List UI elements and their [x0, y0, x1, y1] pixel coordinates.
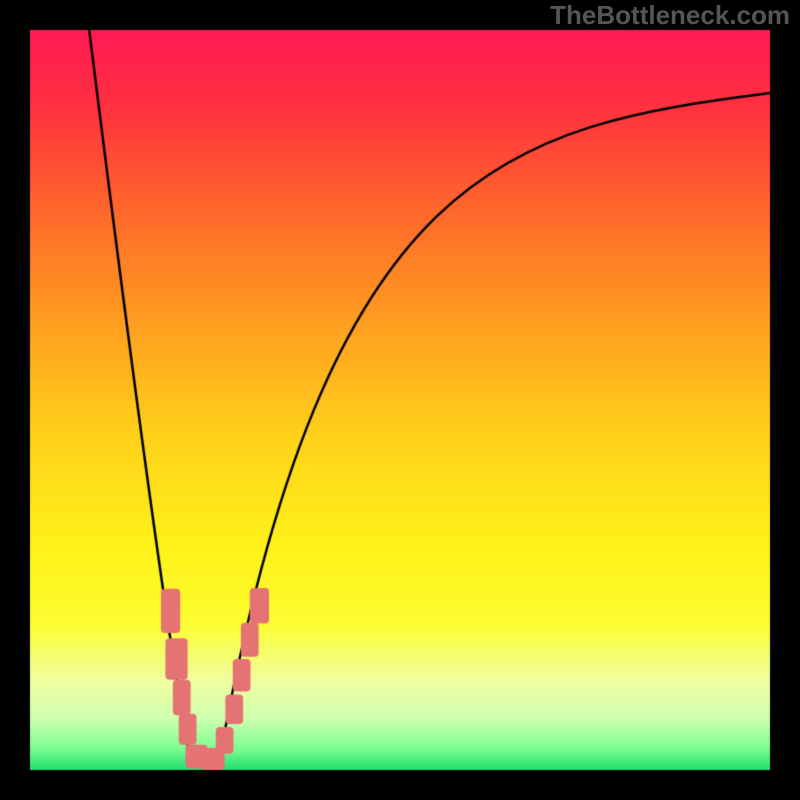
watermark-text: TheBottleneck.com: [550, 0, 790, 31]
bottleneck-chart-canvas: [0, 0, 800, 800]
chart-root: TheBottleneck.com: [0, 0, 800, 800]
